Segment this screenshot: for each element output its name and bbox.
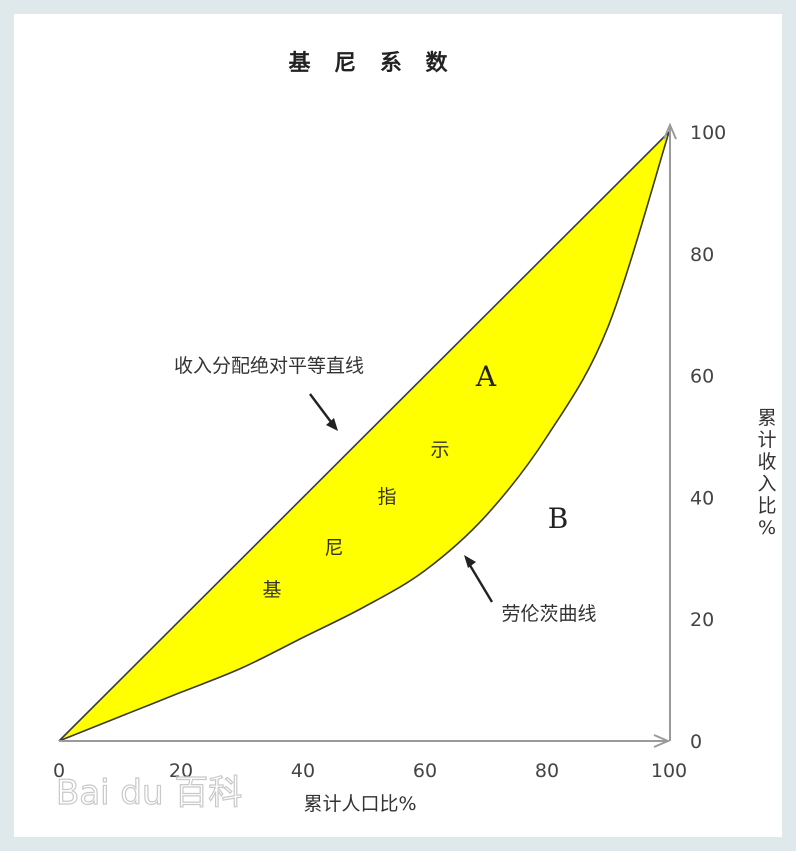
x-tick-label: 80 xyxy=(535,760,559,782)
gini-chart: 基 尼 系 数 0 20 40 60 80 100 0 20 40 60 80 100 累计人口比%… xyxy=(53,50,777,815)
y-tick-labels: 0 20 40 60 80 100 xyxy=(690,122,726,753)
y-axis-label-char: 计 xyxy=(757,429,776,451)
chart-frame: 基 尼 系 数 0 20 40 60 80 100 0 20 40 60 80 100 累计人口比%… xyxy=(14,14,782,837)
region-a-label: A xyxy=(475,360,497,393)
x-axis-arrow xyxy=(653,734,671,748)
x-tick-label: 20 xyxy=(169,760,193,782)
gini-char-3: 指 xyxy=(377,486,396,508)
y-axis-arrow xyxy=(663,122,677,140)
gini-char-2: 尼 xyxy=(324,537,343,559)
baidu-watermark: Bai du 百科 xyxy=(56,773,242,813)
y-axis-label-char: 比 xyxy=(757,495,776,517)
x-tick-label: 60 xyxy=(413,760,437,782)
lorenz-curve-label: 劳伦茨曲线 xyxy=(501,603,596,625)
x-tick-label: 40 xyxy=(291,760,315,782)
y-tick-label: 80 xyxy=(690,244,714,266)
lorenz-arrow-shaft xyxy=(466,561,494,603)
x-axis-label: 累计人口比% xyxy=(303,793,416,815)
y-tick-label: 20 xyxy=(690,609,714,631)
lorenz-curve xyxy=(58,131,670,742)
x-tick-label: 100 xyxy=(651,760,687,782)
gini-char-4: 示 xyxy=(430,439,449,461)
lorenz-arrow-head xyxy=(464,555,476,568)
y-tick-label: 40 xyxy=(690,487,714,509)
region-b-label: B xyxy=(548,502,569,535)
equality-line-label: 收入分配绝对平等直线 xyxy=(174,355,364,377)
y-tick-label: 0 xyxy=(690,731,702,753)
chart-title: 基 尼 系 数 xyxy=(289,50,456,76)
y-axis-label-char: 收 xyxy=(757,451,776,473)
y-tick-label: 60 xyxy=(690,366,714,388)
y-axis-label-char: 入 xyxy=(757,473,776,495)
equality-line xyxy=(58,131,670,742)
equality-arrow-head xyxy=(326,418,338,431)
x-tick-labels: 0 20 40 60 80 100 xyxy=(53,760,687,782)
x-tick-label: 0 xyxy=(53,760,65,782)
y-tick-label: 100 xyxy=(690,122,726,144)
plot-area xyxy=(58,122,677,748)
y-axis-label-char: 累 xyxy=(757,407,776,429)
equality-arrow-shaft xyxy=(309,393,335,427)
y-axis-label-char: % xyxy=(758,517,776,539)
gini-char-1: 基 xyxy=(262,579,281,601)
